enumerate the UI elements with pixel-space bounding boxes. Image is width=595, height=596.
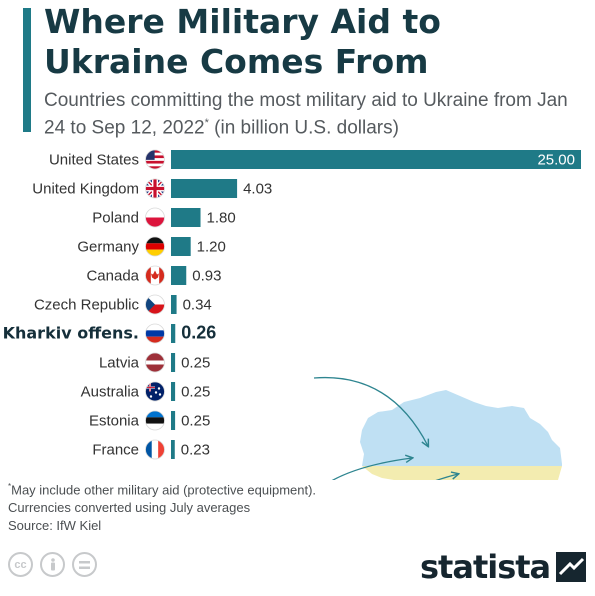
bar [171,266,187,285]
value-label: 0.25 [181,384,210,401]
subtitle-asterisk: * [204,117,209,129]
bar [171,150,581,169]
category-label: Czech Republic [34,297,140,314]
bar [171,295,177,314]
value-label: 0.26 [181,323,216,343]
category-label: Canada [86,268,139,285]
cc-icon[interactable]: cc [8,552,33,577]
czech-flag-icon [145,294,165,315]
bar [171,208,201,227]
accent-bar [23,8,31,132]
value-label: 1.80 [207,210,236,227]
aid-arrow [313,376,428,446]
category-label: Estonia [89,413,140,430]
aid-arrows [313,376,458,480]
bar [171,440,175,459]
bar [171,179,238,198]
value-label: 25.00 [537,152,575,169]
russia-flag-icon [145,323,165,344]
category-label: Germany [77,239,139,256]
uk-flag-icon [145,178,165,199]
canada-flag-icon [145,265,165,286]
germany-flag-icon [145,236,165,257]
statista-logo[interactable]: statista [420,548,587,586]
bar-chart: United States 25.00 United Kingdom 4.03 Pola… [3,149,581,480]
us-flag-icon [145,149,165,170]
value-label: 0.93 [192,268,221,285]
subtitle-unit: (in billion U.S. dollars) [208,117,399,139]
equals-icon[interactable] [72,552,97,577]
ukraine-map-north [360,390,562,466]
latvia-flag-icon [145,352,165,373]
category-label: France [92,442,139,459]
bar [171,324,176,343]
france-flag-icon [145,439,165,460]
aid-arrow [331,458,412,480]
chart-subtitle: Countries committing the most military a… [44,90,584,139]
person-icon[interactable] [40,552,65,577]
ukraine-map [360,390,562,480]
bar [171,382,176,401]
category-label: Kharkiv offens. [3,324,139,343]
brand-name: statista [420,548,551,586]
category-label: Latvia [99,355,140,372]
source-text: Source: IfW Kiel [8,518,102,533]
ukraine-map-south [362,466,562,480]
bar [171,353,176,372]
estonia-flag-icon [145,410,165,431]
subtitle-main: Countries committing the most military a… [44,90,568,139]
value-label: 0.34 [183,297,212,314]
value-label: 1.20 [197,239,226,256]
value-label: 4.03 [243,181,272,198]
bars: United States 25.00 United Kingdom 4.03 Pola… [3,149,581,460]
value-label: 0.23 [181,442,210,459]
value-label: 0.25 [181,413,210,430]
bar [171,411,176,430]
value-label: 0.25 [181,355,210,372]
bar [171,237,191,256]
footnote-line-2: Currencies converted using July averages [8,500,251,516]
license-icons: cc [8,552,97,577]
aid-arrow [435,474,458,480]
category-label: United Kingdom [32,181,139,198]
category-label: Australia [81,384,140,401]
poland-flag-icon [145,207,165,228]
footnote-asterisk: * [8,482,12,491]
chart-title: Where Military Aid to Ukraine Comes From [44,2,441,81]
category-label: United States [49,152,139,169]
footnote: *May include other military aid (protect… [8,478,316,517]
australia-flag-icon [145,381,165,402]
footnote-line-1: May include other military aid (protecti… [11,482,317,498]
category-label: Poland [92,210,139,227]
statista-mark-icon [556,552,587,582]
